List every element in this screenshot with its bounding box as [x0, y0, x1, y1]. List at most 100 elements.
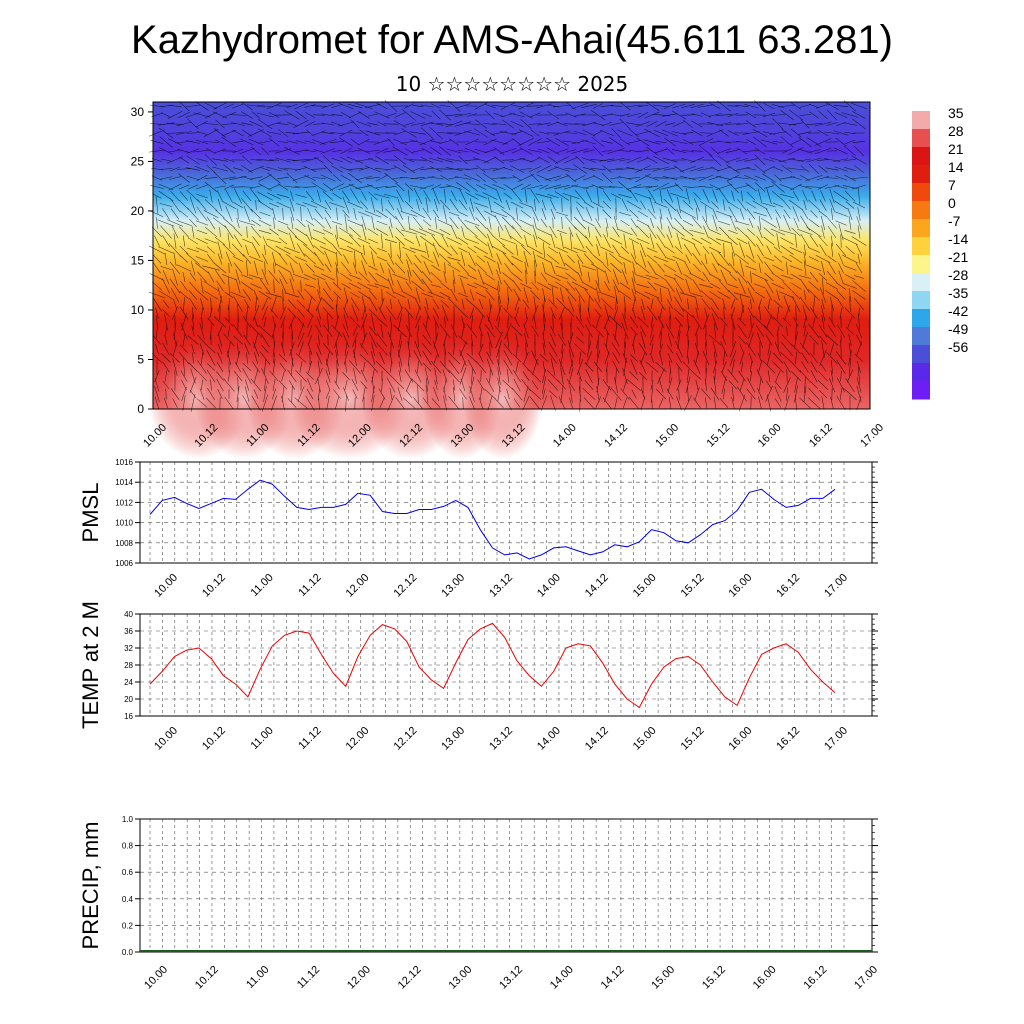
- x-tick-label: 16.00: [726, 572, 754, 600]
- y-tick-label: 30: [131, 105, 145, 119]
- x-tick-label: 16.00: [726, 725, 754, 753]
- colorbar-swatch: [912, 273, 930, 292]
- colorbar-swatch: [912, 381, 930, 400]
- wind-vectors: [148, 100, 868, 412]
- y-tick-label: 16: [124, 712, 133, 721]
- panel-frame: [139, 613, 873, 717]
- chart-subtitle: 10 ☆☆☆☆☆☆☆☆ 2025: [395, 72, 629, 96]
- x-tick-label: 10.12: [200, 572, 228, 600]
- colorbar-swatch: [912, 147, 930, 166]
- y-tick-label: 0.4: [122, 895, 134, 904]
- y-axis-label: PMSL: [78, 483, 103, 543]
- colorbar-swatch: [912, 219, 930, 238]
- x-tick-label: 14.12: [583, 572, 611, 600]
- x-tick-label: 15.00: [631, 572, 659, 600]
- x-tick-label: 15.00: [649, 964, 677, 992]
- x-tick-label: 16.12: [807, 422, 835, 450]
- y-tick-label: 15: [131, 253, 145, 267]
- colorbar-swatch: [912, 309, 930, 328]
- colorbar-swatch: [912, 237, 930, 256]
- y-tick-label: 32: [124, 644, 133, 653]
- x-tick-label: 16.12: [774, 725, 802, 753]
- x-tick-label: 15.00: [653, 422, 681, 450]
- x-tick-label: 10.00: [152, 572, 180, 600]
- y-tick-label: 1012: [115, 498, 133, 507]
- colorbar-label: -7: [948, 213, 961, 229]
- x-tick-label: 13.00: [439, 572, 467, 600]
- heatmap-frame: [152, 101, 871, 410]
- y-tick-label: 0.8: [122, 842, 134, 851]
- x-tick-label: 14.00: [535, 572, 563, 600]
- x-tick-label: 13.00: [446, 964, 474, 992]
- x-tick-label: 15.12: [679, 572, 707, 600]
- colorbar-label: 28: [948, 123, 964, 139]
- colorbar-swatch: [912, 255, 930, 274]
- x-tick-label: 16.00: [756, 422, 784, 450]
- x-tick-label: 12.12: [391, 725, 419, 753]
- panel-frame: [139, 818, 873, 953]
- x-tick-label: 13.12: [487, 725, 515, 753]
- y-tick-label: 1016: [115, 458, 133, 467]
- y-axis-label: TEMP at 2 M: [78, 601, 103, 729]
- x-tick-label: 11.00: [248, 572, 275, 599]
- colorbar-label: 21: [948, 141, 964, 157]
- y-tick-label: 28: [124, 661, 133, 670]
- colorbar-swatch: [912, 129, 930, 148]
- x-tick-label: 10.12: [193, 964, 221, 992]
- x-tick-label: 15.12: [700, 964, 728, 992]
- colorbar-label: 35: [948, 105, 964, 121]
- pmsl-panel: 1006 1008 1010 1012 1014 1016 PMSL 10.00 10.12 11…: [78, 458, 878, 600]
- colorbar-swatch: [912, 363, 930, 382]
- x-tick-label: 10.12: [200, 725, 228, 753]
- colorbar-label: 7: [948, 177, 956, 193]
- colorbar-swatch: [912, 111, 930, 130]
- precip-panel: 0.0 0.2 0.4 0.6 0.8 1.0 PRECIP, mm 10.00 10.12 11…: [78, 815, 880, 992]
- x-tick-label: 17.00: [822, 572, 850, 600]
- colorbar-swatch: [912, 201, 930, 220]
- x-tick-label: 14.12: [583, 725, 611, 753]
- y-tick-label: 0: [137, 402, 144, 416]
- x-tick-label: 13.12: [497, 964, 525, 992]
- y-tick-label: 0.2: [122, 921, 134, 930]
- y-tick-label: 20: [131, 204, 145, 218]
- x-tick-label: 11.12: [296, 572, 323, 599]
- x-tick-label: 11.00: [244, 964, 271, 991]
- colorbar-label: 14: [948, 159, 964, 175]
- colorbar-swatch: [912, 291, 930, 310]
- x-tick-label: 15.00: [631, 725, 659, 753]
- y-tick-label: 1006: [115, 559, 133, 568]
- y-tick-label: 20: [124, 695, 133, 704]
- x-tick-label: 14.00: [548, 964, 576, 992]
- y-tick-label: 1010: [115, 519, 133, 528]
- x-tick-label: 12.12: [391, 572, 419, 600]
- x-tick-label: 11.12: [296, 725, 323, 752]
- x-tick-label: 12.00: [344, 725, 372, 753]
- x-tick-label: 14.00: [551, 422, 579, 450]
- colorbar-label: -42: [948, 303, 968, 319]
- data-series-line: [149, 479, 836, 560]
- x-tick-label: 17.00: [822, 725, 850, 753]
- colorbar-swatch: [912, 345, 930, 364]
- x-tick-label: 13.12: [487, 572, 515, 600]
- x-tick-label: 13.00: [439, 725, 467, 753]
- y-tick-label: 0.0: [122, 948, 134, 957]
- x-tick-label: 15.12: [705, 422, 733, 450]
- colorbar-label: -35: [948, 285, 968, 301]
- x-tick-label: 10.00: [152, 725, 180, 753]
- x-tick-label: 17.00: [852, 964, 880, 992]
- y-tick-label: 0.6: [122, 868, 134, 877]
- x-tick-label: 16.12: [774, 572, 802, 600]
- colorbar-swatch: [912, 183, 930, 202]
- y-tick-label: 40: [124, 610, 133, 619]
- colorbar: 35 28 21 14 7 0 -7 -14 -21 -28 -35 -42 -49 -56: [912, 105, 968, 400]
- chart-title: Kazhydromet for AMS-Ahai(45.611 63.281): [131, 18, 893, 62]
- x-tick-label: 12.00: [345, 964, 373, 992]
- colorbar-label: -49: [948, 321, 968, 337]
- y-tick-label: 10: [131, 303, 145, 317]
- x-tick-label: 14.12: [599, 964, 627, 992]
- y-tick-label: 1014: [115, 478, 133, 487]
- x-tick-label: 17.00: [858, 422, 886, 450]
- x-tick-label: 11.12: [295, 964, 322, 991]
- x-tick-label: 14.00: [535, 725, 563, 753]
- colorbar-label: -21: [948, 249, 968, 265]
